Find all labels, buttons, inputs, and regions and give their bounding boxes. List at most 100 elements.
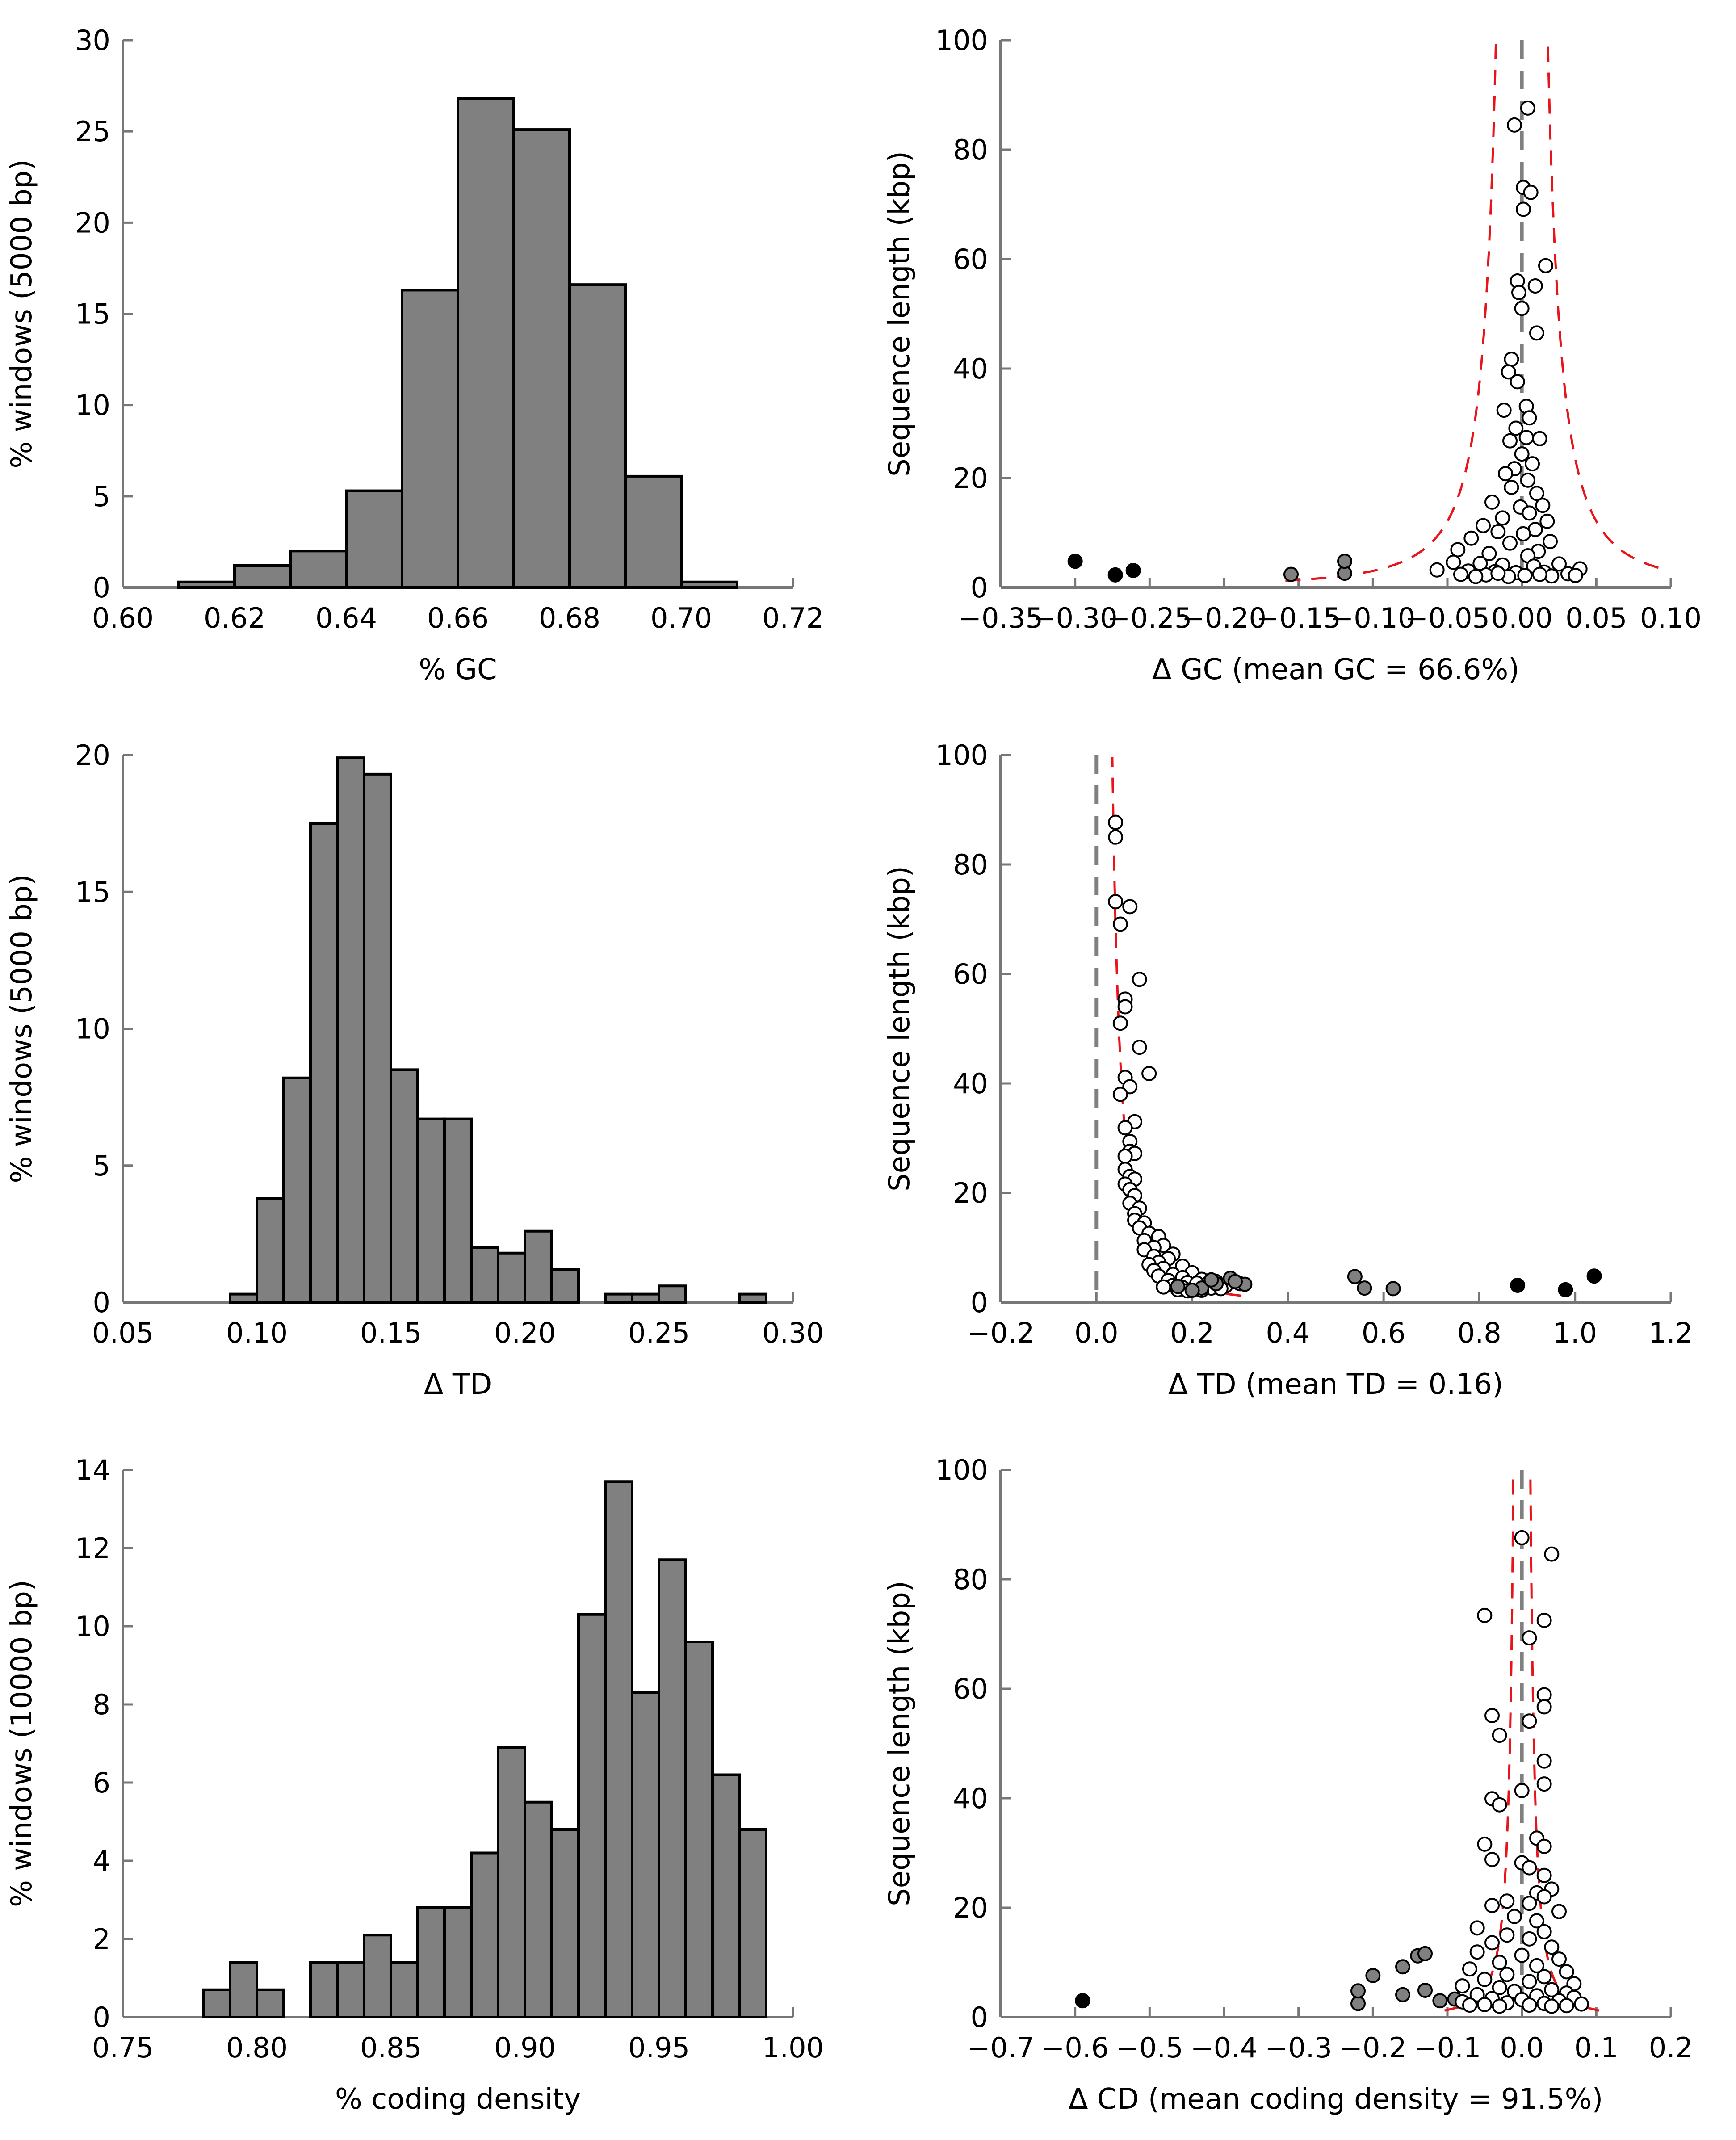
data-point xyxy=(1350,1996,1366,2011)
histogram-bar xyxy=(524,1800,553,2018)
data-point xyxy=(1499,1967,1515,1982)
histogram-bar xyxy=(684,1641,714,2018)
data-point xyxy=(1544,1998,1560,2014)
x-tick-label: 0.70 xyxy=(650,602,712,634)
y-tick-label: 0 xyxy=(971,1286,988,1319)
y-tick-label: 10 xyxy=(75,389,110,422)
data-point xyxy=(1484,494,1500,510)
y-tick-label: 2 xyxy=(93,1923,110,1955)
data-point xyxy=(1463,530,1479,546)
data-point xyxy=(1499,1893,1515,1909)
histogram-bar xyxy=(524,1229,553,1304)
histogram-bar xyxy=(457,97,515,589)
y-tick-label: 8 xyxy=(93,1688,110,1721)
histogram-bar xyxy=(233,564,292,589)
x-tick-label: 0.25 xyxy=(628,1317,690,1349)
data-point xyxy=(1481,546,1497,562)
x-tick-label: 0.15 xyxy=(360,1317,422,1349)
data-point xyxy=(1535,498,1551,513)
data-point xyxy=(1543,534,1558,550)
chart-2: 020406080100−0.35−0.30−0.25−0.20−0.15−0.… xyxy=(883,24,1702,686)
x-tick-label: 0.95 xyxy=(628,2031,690,2064)
data-point xyxy=(1536,1969,1552,1985)
y-tick-label: 10 xyxy=(75,1610,110,1643)
data-point xyxy=(1283,566,1299,582)
data-point xyxy=(1484,1935,1500,1951)
data-point xyxy=(1536,1753,1552,1769)
data-point xyxy=(1468,569,1484,584)
histogram-bar xyxy=(470,1246,499,1304)
data-point xyxy=(1507,1909,1522,1924)
histogram-bar xyxy=(363,1934,392,2018)
y-tick-label: 0 xyxy=(93,571,110,604)
y-tick-label: 15 xyxy=(75,876,110,908)
x-tick-label: −0.2 xyxy=(967,1317,1035,1349)
data-point xyxy=(1514,301,1530,316)
data-point xyxy=(1514,1783,1530,1798)
data-point xyxy=(1450,542,1466,558)
data-point xyxy=(1559,1964,1574,1980)
x-tick-label: 0.68 xyxy=(539,602,600,634)
data-point xyxy=(1517,568,1533,583)
chart-6: 0 20 40 60 80 100 −0.7 −0.6 −0.5 −0.4 −0.3 −0.2 −0.1… xyxy=(883,1454,1693,2116)
y-tick-label: 12 xyxy=(75,1532,110,1565)
data-point xyxy=(1536,1699,1552,1715)
y-tick-label: 40 xyxy=(953,1782,988,1815)
data-point xyxy=(1551,1951,1567,1967)
y-tick-label: 20 xyxy=(953,1892,988,1924)
data-point xyxy=(1455,1978,1470,1994)
data-point xyxy=(1516,201,1531,217)
data-point xyxy=(1496,403,1512,418)
data-point xyxy=(1504,479,1519,495)
x-tick-label: −0.2 xyxy=(1339,2031,1407,2064)
data-point xyxy=(1539,513,1555,529)
data-point xyxy=(1112,1087,1128,1102)
data-point xyxy=(1522,1713,1537,1729)
data-point xyxy=(1522,1860,1537,1876)
data-point xyxy=(1544,1546,1560,1562)
data-point xyxy=(1502,433,1518,449)
x-axis-title: % coding density xyxy=(335,2083,581,2116)
data-point xyxy=(1522,1974,1537,1989)
y-tick-label: 5 xyxy=(93,480,110,513)
data-point xyxy=(1536,1924,1552,1939)
data-point xyxy=(1477,1836,1493,1852)
x-tick-label: 0.64 xyxy=(315,602,377,634)
histogram-bar xyxy=(229,1961,258,2018)
data-point xyxy=(1510,374,1525,390)
chart-4: 0 20 40 60 80 100 −0.2 0.0 0.2 0.4 0.6 0.8 1.0 1.2 Δ T… xyxy=(883,739,1693,1401)
lower-bound-curve xyxy=(1285,42,1497,582)
data-point xyxy=(1559,1998,1574,2014)
data-point xyxy=(1170,1279,1186,1294)
y-tick-label: 80 xyxy=(953,1563,988,1596)
data-point xyxy=(1499,1927,1515,1943)
data-point xyxy=(1108,814,1124,830)
x-tick-label: 0.05 xyxy=(92,1317,154,1349)
y-tick-label: 100 xyxy=(935,1454,988,1486)
x-tick-label: 0.30 xyxy=(762,1317,824,1349)
y-tick-label: 100 xyxy=(935,739,988,772)
y-tick-label: 0 xyxy=(971,571,988,604)
data-point xyxy=(1544,1939,1560,1955)
x-tick-label: 0.1 xyxy=(1574,2031,1619,2064)
data-point xyxy=(1417,1982,1433,1998)
x-axis-title: Δ CD (mean coding density = 91.5%) xyxy=(1069,2083,1603,2116)
x-tick-label: −0.05 xyxy=(1405,602,1490,634)
data-point xyxy=(1350,1983,1366,1999)
data-point xyxy=(1108,894,1124,910)
chart-1: 0 5 10 15 20 25 30 0.60 0.62 0.64 0.66 0.68 0.70 0.72… xyxy=(5,24,824,686)
histogram-bar xyxy=(738,1292,767,1304)
x-tick-label: 0.20 xyxy=(494,1317,556,1349)
data-point xyxy=(1522,505,1537,521)
data-point xyxy=(1529,486,1544,501)
x-tick-label: 0.10 xyxy=(226,1317,288,1349)
y-tick-label: 0 xyxy=(93,1286,110,1319)
x-tick-label: 0.05 xyxy=(1565,602,1627,634)
data-point xyxy=(1112,1015,1128,1031)
data-point xyxy=(1492,1980,1507,1995)
data-point xyxy=(1518,430,1534,445)
x-tick-label: 0.75 xyxy=(92,2031,154,2064)
x-tick-label: −0.30 xyxy=(1033,602,1118,634)
x-tick-label: 0.66 xyxy=(427,602,489,634)
data-point xyxy=(1132,972,1147,987)
